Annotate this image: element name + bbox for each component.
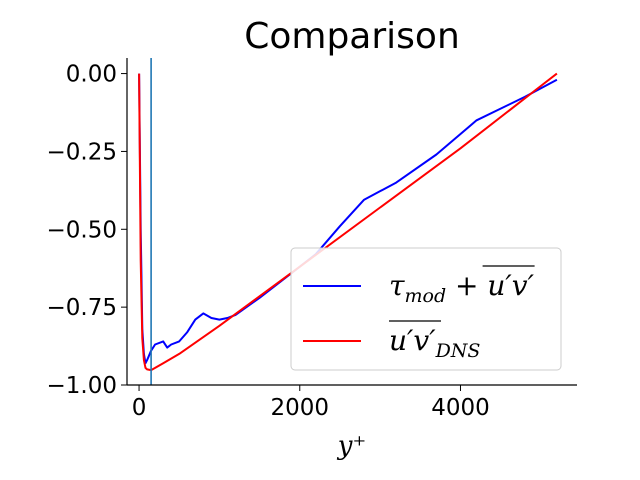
legend-label-dns: u′v′DNS [389,324,480,362]
x-tick-label: 0 [132,395,147,421]
legend: τmod + u′v′ u′v′DNS [290,247,562,371]
series-line-dns [138,72,558,372]
legend-box [290,247,562,371]
legend-label-mod: τmod + u′v′ [389,269,535,307]
chart-title: Comparison [244,16,460,57]
series-line-mod [138,73,558,365]
plot-area [138,58,558,385]
x-axis-label: y⁺ [337,431,366,461]
y-axis: 0.00 −0.25 −0.50 −0.75 −1.00 [47,58,128,399]
x-tick-label: 4000 [431,395,490,421]
x-axis: 0 2000 4000 [127,384,577,421]
y-tick-label: 0.00 [66,62,117,88]
y-tick-label: −0.75 [47,295,117,321]
y-tick-label: −0.25 [47,139,117,165]
y-tick-label: −1.00 [47,373,117,399]
y-tick-label: −0.50 [47,217,117,243]
x-tick-label: 2000 [270,395,329,421]
